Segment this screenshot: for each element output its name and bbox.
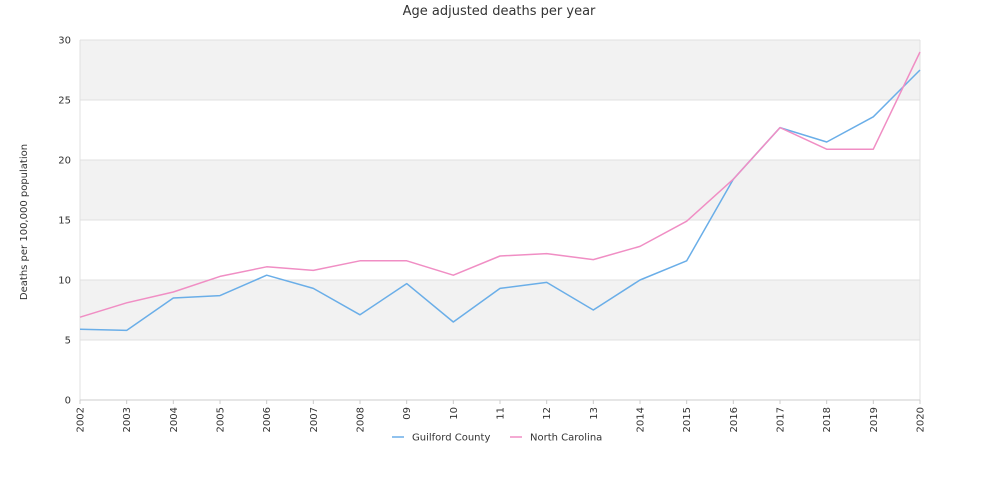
x-axis-ticks: 2002 2003 2004 2005 2006 2007 2008 09 10 11 12 13 20… [76, 400, 927, 432]
y-axis-label: Deaths per 100,000 population [19, 144, 30, 300]
x-tick-label: 2003 [122, 407, 133, 432]
grid-bands [80, 40, 920, 400]
grid-band [80, 220, 920, 280]
grid-band [80, 100, 920, 160]
y-tick-label: 15 [58, 216, 71, 227]
x-tick-label: 13 [589, 407, 600, 420]
y-tick-label: 30 [58, 36, 71, 47]
y-tick-label: 25 [58, 96, 71, 107]
chart-title: Age adjusted deaths per year [403, 4, 596, 19]
x-tick-label: 2004 [169, 407, 180, 432]
x-tick-label: 2015 [682, 407, 693, 432]
x-tick-label: 12 [542, 407, 553, 420]
x-tick-label: 09 [402, 407, 413, 420]
grid-band [80, 40, 920, 100]
x-tick-label: 2017 [776, 407, 787, 432]
y-axis-ticks: 0 5 10 15 20 25 30 [58, 36, 71, 407]
x-tick-label: 2019 [869, 407, 880, 432]
y-tick-label: 0 [65, 396, 71, 407]
legend-label: North Carolina [530, 433, 602, 444]
y-tick-label: 10 [58, 276, 71, 287]
x-tick-label: 10 [449, 407, 460, 420]
x-tick-label: 2016 [729, 407, 740, 432]
legend: Guilford County North Carolina [392, 433, 602, 444]
grid-band [80, 160, 920, 220]
y-tick-label: 5 [65, 336, 71, 347]
x-tick-label: 2014 [636, 407, 647, 432]
x-tick-label: 2007 [309, 407, 320, 432]
x-tick-label: 2020 [916, 407, 927, 432]
grid-band [80, 340, 920, 400]
x-tick-label: 2008 [356, 407, 367, 432]
x-tick-label: 2002 [76, 407, 87, 432]
x-tick-label: 2018 [822, 407, 833, 432]
series-line-north-carolina [79, 51, 921, 318]
series-lines [79, 51, 921, 332]
x-tick-label: 11 [496, 407, 507, 420]
y-tick-label: 20 [58, 156, 71, 167]
x-tick-label: 2006 [262, 407, 273, 432]
legend-label: Guilford County [412, 433, 490, 444]
x-tick-label: 2005 [216, 407, 227, 432]
grid-band [80, 280, 920, 340]
